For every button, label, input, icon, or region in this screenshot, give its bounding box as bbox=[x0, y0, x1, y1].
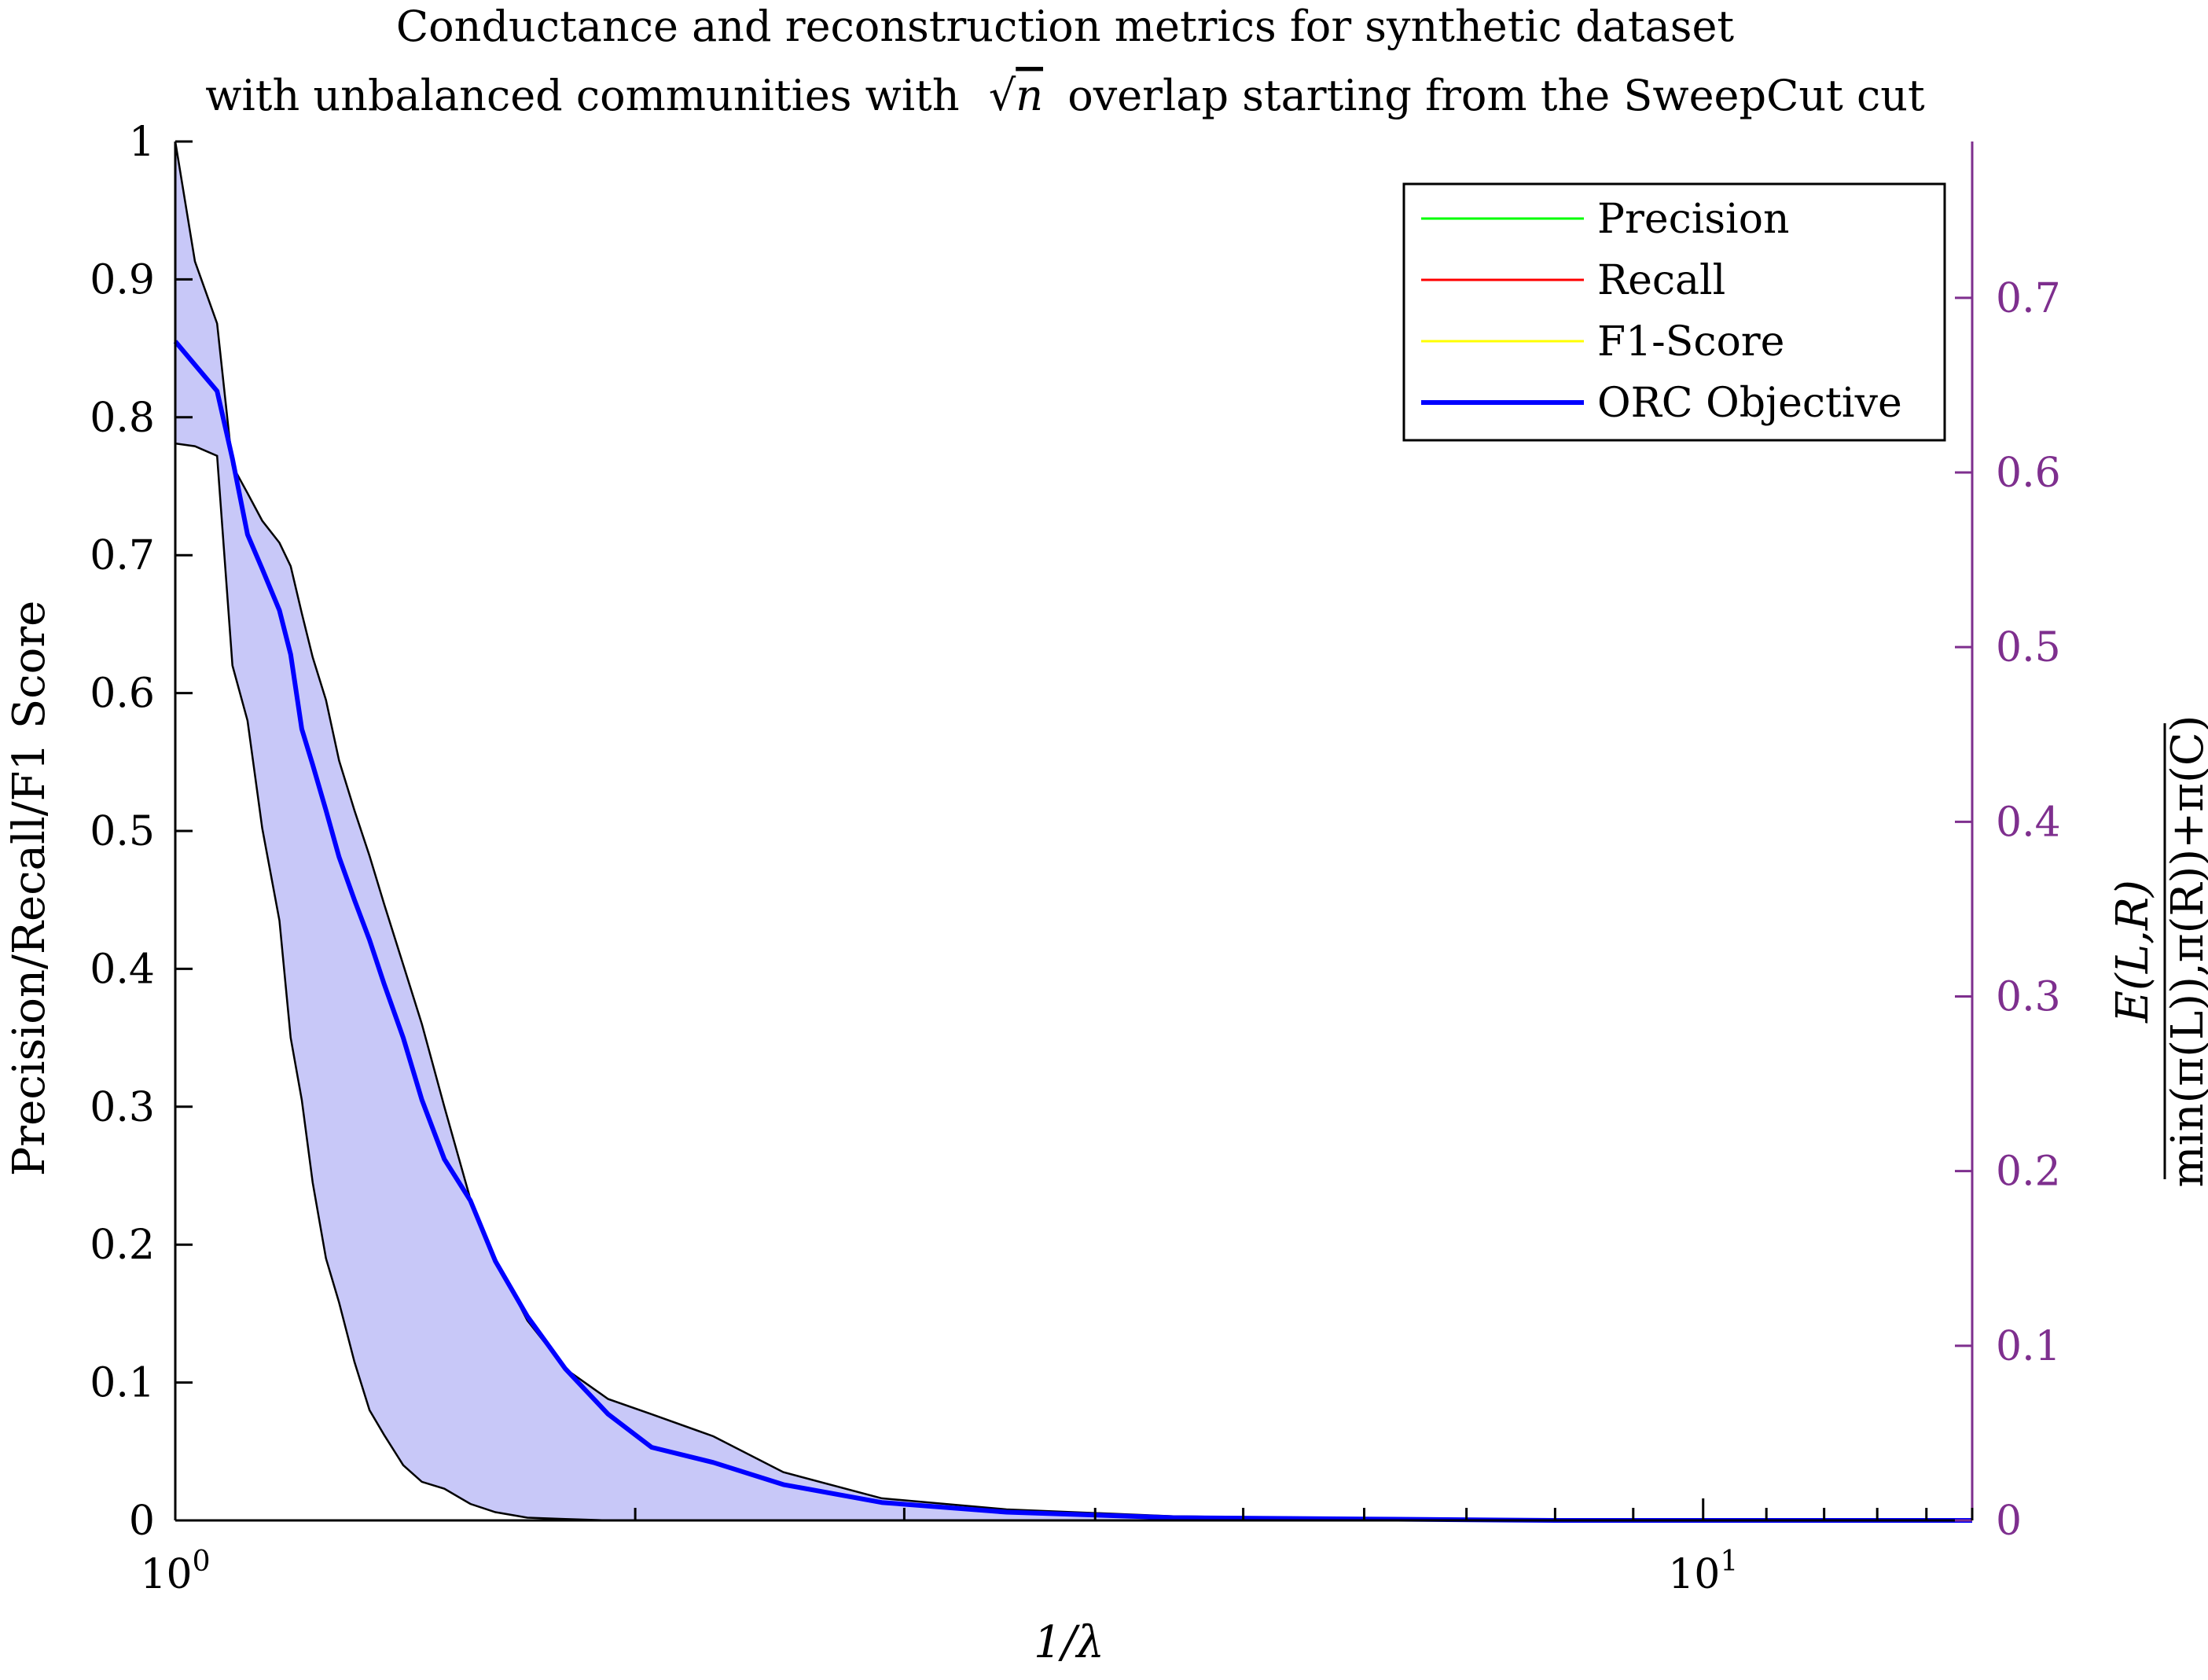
y-left-tick-label: 0.8 bbox=[90, 395, 155, 442]
y-axis-right-denominator: min(π(L)),π(R))+π(C) bbox=[2162, 715, 2208, 1187]
y-right-tick-label: 0.3 bbox=[1996, 974, 2061, 1021]
y-left-tick-label: 0.1 bbox=[90, 1360, 155, 1407]
y-right-tick-label: 0.2 bbox=[1996, 1149, 2061, 1196]
legend-label-recall: Recall bbox=[1597, 257, 1725, 304]
y-axis-right-label: E(L,R) min(π(L)),π(R))+π(C) bbox=[2107, 715, 2208, 1187]
y-right-tick-label: 0.5 bbox=[1996, 624, 2061, 671]
chart-title-line-1: Conductance and reconstruction metrics f… bbox=[396, 2, 1735, 51]
y-axis-left-label: Precision/Recall/F1 Score bbox=[4, 601, 55, 1177]
y-right-tick-label: 0.4 bbox=[1996, 799, 2061, 846]
y-right-tick-label: 0.1 bbox=[1996, 1323, 2061, 1370]
legend-label-orc-objective: ORC Objective bbox=[1597, 380, 1902, 427]
legend-label-precision: Precision bbox=[1597, 196, 1790, 243]
chart-title-sqrt-variable: n bbox=[1016, 71, 1043, 120]
legend-box bbox=[1402, 182, 1946, 442]
y-right-tick-label: 0 bbox=[1996, 1498, 2022, 1545]
x-tick-label: 101 bbox=[1668, 1546, 1738, 1598]
y-left-tick-label: 0.5 bbox=[90, 808, 155, 855]
y-axis-right-numerator: E(L,R) bbox=[2107, 880, 2158, 1024]
y-left-tick-label: 0.9 bbox=[90, 256, 155, 303]
y-right-tick-label: 0.7 bbox=[1996, 275, 2061, 322]
x-axis-label: 1/λ bbox=[1034, 1617, 1104, 1668]
y-left-tick-label: 0.2 bbox=[90, 1222, 155, 1269]
y-right-tick-label: 0.6 bbox=[1996, 450, 2061, 497]
series-line-orc-objective bbox=[173, 340, 1972, 1523]
chart-title-line-2-start: with unbalanced communities with bbox=[205, 71, 959, 120]
x-tick-label: 100 bbox=[140, 1546, 210, 1598]
y-left-tick-label: 0.6 bbox=[90, 671, 155, 718]
tick-layer: 0 0.1 0.2 0.3 0.4 0.5 0.6 0.7 0.8 0.9 1 0 0.1 0.2 0.3 0… bbox=[90, 119, 2060, 1598]
series-layer bbox=[173, 340, 1972, 1523]
legend-label-f1-score: F1-Score bbox=[1597, 318, 1784, 366]
y-left-tick-label: 0.3 bbox=[90, 1084, 155, 1131]
y-left-tick-label: 0 bbox=[129, 1498, 155, 1545]
y-left-tick-label: 1 bbox=[129, 119, 155, 166]
chart-title-line-2: with unbalanced communities with √n over… bbox=[205, 71, 1925, 120]
legend: Precision Recall F1-Score ORC Objective bbox=[1402, 182, 1946, 442]
chart-title-line-2-end: overlap starting from the SweepCut cut bbox=[1067, 71, 1925, 120]
y-left-tick-label: 0.4 bbox=[90, 946, 155, 993]
y-left-tick-label: 0.7 bbox=[90, 532, 155, 579]
